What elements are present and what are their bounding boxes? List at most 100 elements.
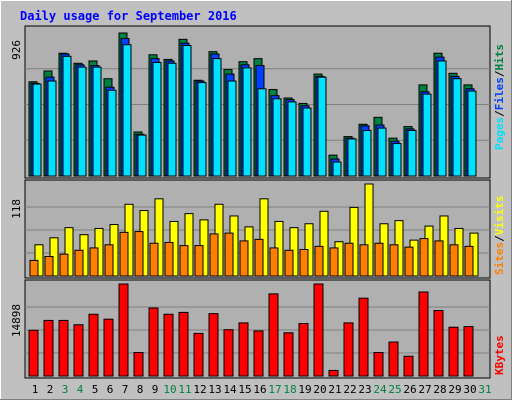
x-tick-24: 24 [373,383,387,396]
bar-sites-day-23 [359,244,369,277]
bar-sites-day-1 [29,259,39,277]
bar-pages-day-7 [122,44,132,177]
y-max-label: 118 [10,199,23,219]
bar-pages-day-20 [317,76,327,177]
x-tick-10: 10 [163,383,176,396]
bar-sites-day-8 [134,231,144,277]
bar-sites-day-11 [179,245,189,277]
x-tick-6: 6 [107,383,114,396]
bar-kbytes-day-13 [208,313,219,377]
panel-kbytes: 14898 KBytes [10,279,506,379]
x-tick-18: 18 [283,383,296,396]
panel-visits: 118 Sites/Visits [10,179,506,279]
bar-kbytes-day-20 [313,283,324,377]
bar-kbytes-day-11 [178,311,189,377]
bar-sites-day-18 [284,249,294,277]
x-tick-16: 16 [253,383,266,396]
bar-kbytes-day-15 [238,322,249,377]
legend-visits: Visits [493,196,506,236]
x-tick-17: 17 [268,383,281,396]
chart-title: Daily usage for September 2016 [20,9,237,23]
bar-sites-day-4 [74,249,84,277]
bar-pages-day-8 [137,134,147,177]
bar-kbytes-day-3 [58,319,69,377]
bar-kbytes-day-26 [403,355,414,377]
bar-visits-day-11 [184,213,194,277]
bar-sites-day-7 [119,231,129,277]
bar-pages-day-29 [452,78,462,177]
legend-sep: / [493,110,506,117]
bar-kbytes-day-21 [328,369,339,377]
bar-sites-day-14 [224,232,234,277]
bar-sites-day-26 [404,246,414,277]
bar-sites-day-27 [419,238,429,277]
bar-sites-day-9 [149,242,159,277]
x-tick-29: 29 [448,383,461,396]
x-tick-12: 12 [193,383,206,396]
bar-kbytes-day-28 [433,310,444,377]
bar-sites-day-17 [269,247,279,277]
x-tick-8: 8 [137,383,144,396]
bar-pages-day-30 [467,90,477,177]
y-max-label: 14898 [10,304,23,337]
bar-pages-day-23 [362,129,372,177]
x-tick-22: 22 [343,383,356,396]
bar-kbytes-day-12 [193,332,204,377]
bar-pages-day-3 [62,55,72,177]
bar-kbytes-day-19 [298,323,309,377]
bar-pages-day-26 [407,129,417,177]
bar-sites-day-25 [389,244,399,277]
x-tick-25: 25 [388,383,401,396]
right-legend-requests: Pages/Files/Hits [493,44,506,150]
x-tick-26: 26 [403,383,416,396]
bar-pages-day-11 [182,45,192,177]
bar-sites-day-12 [194,245,204,277]
bar-visits-day-9 [154,198,164,277]
x-tick-7: 7 [122,383,129,396]
bar-kbytes-day-30 [463,326,474,377]
x-tick-9: 9 [152,383,159,396]
bar-sites-day-22 [344,242,354,277]
legend-pages: Pages [493,117,506,150]
bar-kbytes-day-16 [253,330,264,377]
chart-panels: 926Pages/Files/Hits118Sites/Visits14898K… [10,25,506,379]
x-tick-15: 15 [238,383,251,396]
bar-visits-day-23 [364,183,374,277]
x-tick-3: 3 [62,383,69,396]
bar-sites-day-21 [329,247,339,277]
bar-pages-day-16 [257,88,267,177]
x-tick-20: 20 [313,383,326,396]
bar-sites-day-6 [104,244,114,277]
x-tick-21: 21 [328,383,341,396]
bar-pages-day-2 [47,80,57,177]
bar-pages-day-9 [152,61,162,177]
bar-sites-day-15 [239,240,249,277]
bar-pages-day-10 [167,62,177,177]
bar-kbytes-day-14 [223,329,234,377]
bar-visits-day-22 [349,206,359,277]
bar-sites-day-29 [449,244,459,277]
x-tick-31: 31 [478,383,491,396]
x-tick-13: 13 [208,383,221,396]
bar-pages-day-14 [227,80,237,177]
x-tick-2: 2 [47,383,54,396]
bar-sites-day-10 [164,241,174,277]
bar-sites-day-3 [59,253,69,277]
bar-sites-day-28 [434,240,444,277]
x-tick-27: 27 [418,383,431,396]
legend-sep: / [493,70,506,77]
bar-pages-day-24 [377,127,387,177]
bar-kbytes-day-4 [73,324,84,377]
legend-kbytes: KBytes [493,335,506,375]
legend-files: Files [493,77,506,110]
bar-pages-day-12 [197,82,207,177]
x-tick-4: 4 [77,383,84,396]
right-legend-visits: Sites/Visits [493,196,506,276]
bar-pages-day-15 [242,67,252,177]
bar-kbytes-day-29 [448,326,459,377]
bar-visits-day-3 [64,227,74,277]
x-tick-1: 1 [32,383,39,396]
bar-kbytes-day-6 [103,318,114,377]
bar-kbytes-day-24 [373,352,384,377]
bar-sites-day-19 [299,248,309,277]
